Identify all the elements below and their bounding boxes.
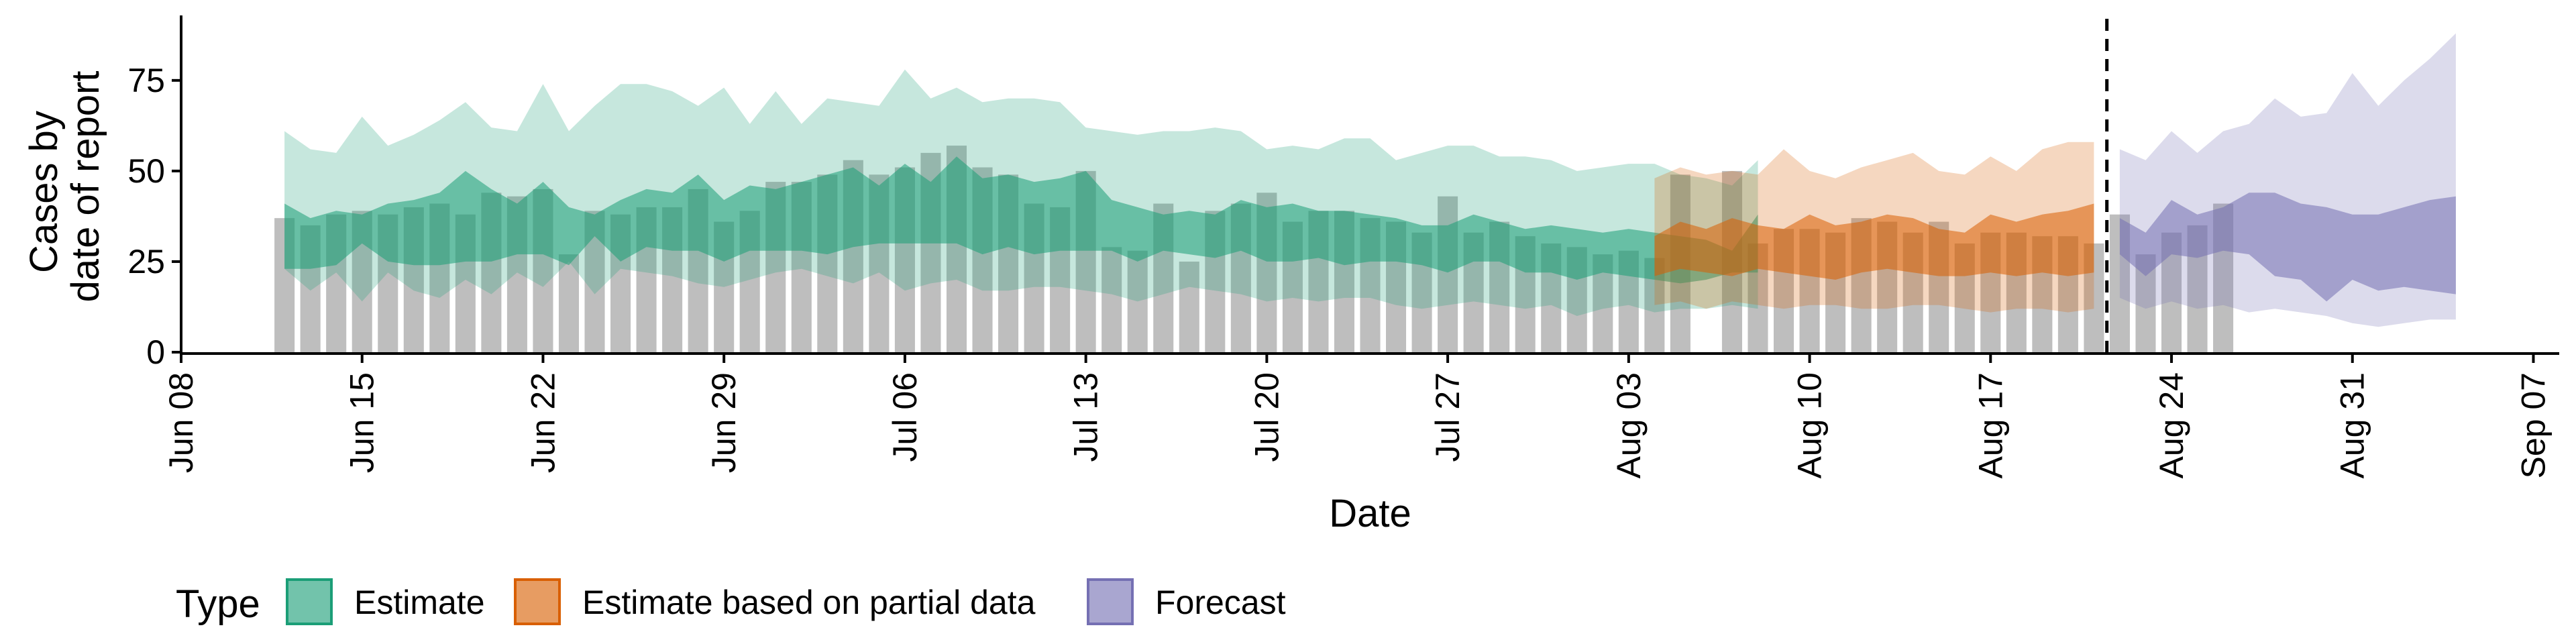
legend-title: Type — [176, 582, 260, 626]
x-tick-label: Aug 03 — [1610, 372, 1648, 478]
x-tick-label: Jun 08 — [162, 372, 200, 473]
legend: Type Estimate Estimate based on partial d… — [176, 578, 1286, 626]
case-bar — [1179, 261, 1199, 352]
case-bar — [1127, 250, 1148, 352]
x-tick-label: Jul 13 — [1067, 372, 1105, 462]
legend-label: Estimate — [354, 584, 485, 621]
axes: 0 25 50 75 Jun 08 Jun 15 Jun 22 Jun 29 Jul 06 Jul… — [127, 15, 2559, 478]
y-axis-title-line-1: Cases by — [22, 111, 66, 273]
x-tick-label: Jun 22 — [524, 372, 561, 473]
y-tick-label: 50 — [127, 152, 165, 190]
x-tick-label: Jul 27 — [1429, 372, 1466, 462]
x-tick-label: Jun 29 — [705, 372, 743, 473]
x-tick-label: Jun 15 — [343, 372, 381, 473]
x-axis-title: Date — [1329, 492, 1411, 535]
x-tick-label: Jul 20 — [1248, 372, 1285, 462]
legend-items: Estimate Estimate based on partial data Fo… — [286, 578, 1286, 625]
estimate-ribbons — [284, 33, 2456, 327]
case-bar — [1438, 196, 1458, 352]
x-tick-label: Aug 17 — [1972, 372, 2009, 478]
estimate-based-on-partial-data-50-ribbon — [1654, 203, 2094, 280]
legend-key — [1087, 578, 1134, 625]
x-tick-label: Jul 06 — [886, 372, 924, 462]
y-tick-label: 75 — [127, 62, 165, 99]
legend-label: Estimate based on partial data — [582, 584, 1036, 621]
case-bar — [1102, 247, 1122, 352]
case-bar — [558, 254, 580, 352]
legend-key — [286, 578, 333, 625]
legend-label: Forecast — [1155, 584, 1286, 621]
x-tick-label: Sep 07 — [2514, 372, 2552, 478]
y-axis-title-line-2: date of report — [64, 71, 107, 303]
estimate-50-ribbon — [284, 156, 1758, 284]
forecast-50-ribbon — [2119, 193, 2456, 302]
x-tick-label: Aug 31 — [2334, 372, 2371, 478]
x-tick-label: Aug 10 — [1791, 372, 1829, 478]
x-tick-label: Aug 24 — [2153, 372, 2190, 478]
legend-key — [514, 578, 561, 625]
y-tick-label: 25 — [127, 243, 165, 280]
y-tick-label: 0 — [146, 333, 165, 371]
y-axis-title: Cases by date of report — [22, 71, 107, 303]
